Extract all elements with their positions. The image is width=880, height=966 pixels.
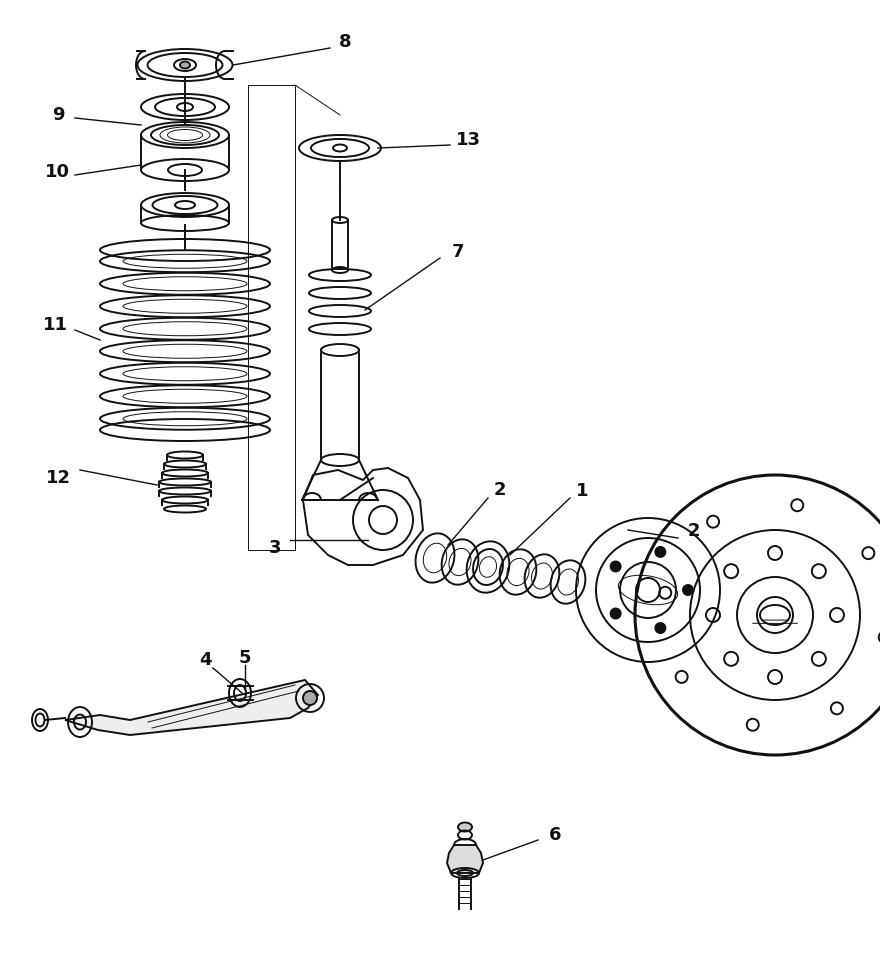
Text: 9: 9 xyxy=(52,106,64,124)
Circle shape xyxy=(656,547,665,557)
Text: 13: 13 xyxy=(456,131,480,149)
Text: 5: 5 xyxy=(238,649,252,667)
Text: 4: 4 xyxy=(199,651,211,669)
Circle shape xyxy=(683,585,693,595)
Polygon shape xyxy=(447,845,483,873)
Circle shape xyxy=(611,561,620,572)
Circle shape xyxy=(656,623,665,633)
Text: 2: 2 xyxy=(688,522,700,540)
Text: 3: 3 xyxy=(268,539,282,557)
Circle shape xyxy=(303,691,317,705)
Text: 11: 11 xyxy=(42,316,68,334)
Text: 12: 12 xyxy=(46,469,70,487)
Text: 8: 8 xyxy=(339,33,351,51)
Text: 1: 1 xyxy=(576,482,588,500)
Ellipse shape xyxy=(458,822,472,832)
Text: 7: 7 xyxy=(451,243,465,261)
Ellipse shape xyxy=(180,62,190,69)
Text: 6: 6 xyxy=(549,826,561,844)
Text: 2: 2 xyxy=(494,481,506,499)
Circle shape xyxy=(611,609,620,618)
Polygon shape xyxy=(65,680,318,735)
Text: 10: 10 xyxy=(45,163,70,181)
